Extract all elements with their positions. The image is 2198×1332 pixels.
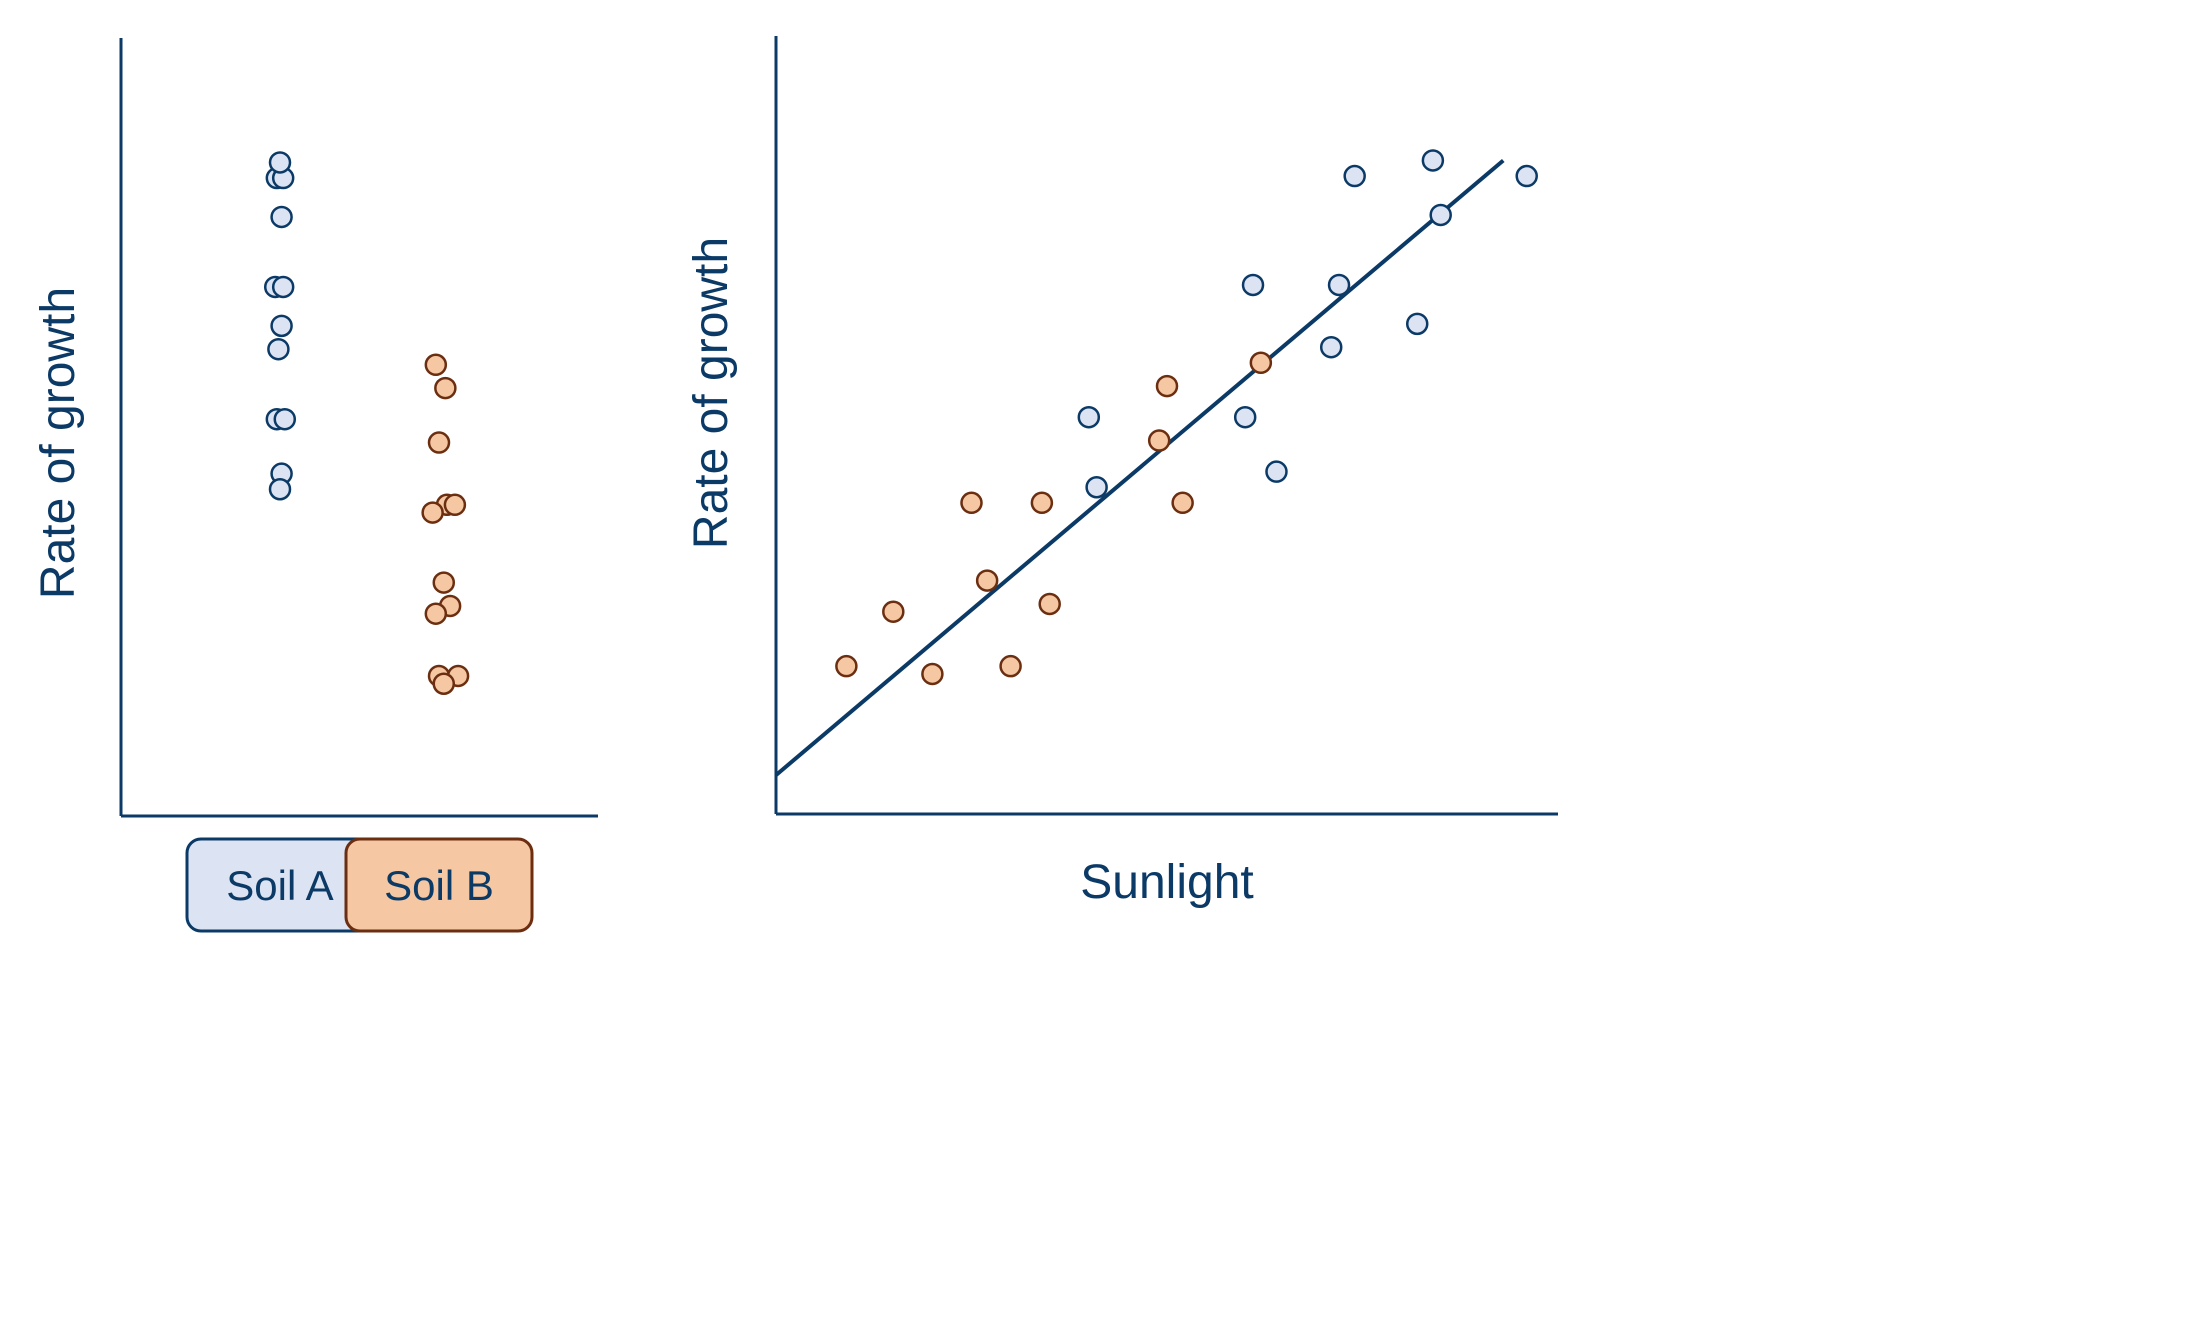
point-soil-a	[1241, 273, 1265, 297]
category-label: Soil B	[384, 862, 494, 909]
category-box-bg	[344, 837, 534, 933]
point-soil-a	[1077, 405, 1101, 429]
soil-category-labels: Soil A Soil B	[185, 837, 534, 933]
point-soil-a	[1515, 164, 1538, 188]
point-soil-b	[421, 501, 444, 524]
point-soil-b	[835, 654, 858, 678]
soil-comparison-plot: Rate of growth Soil A Soil B	[32, 38, 598, 933]
point-soil-a	[268, 151, 292, 174]
point-soil-b	[1171, 491, 1194, 515]
point-soil-b	[432, 571, 456, 594]
chart-figure: Rate of growth Soil A Soil B Rate of grow…	[32, 36, 1558, 933]
point-soil-a	[1343, 164, 1366, 188]
point-soil-a	[271, 275, 295, 299]
category-box-soil-a: Soil A	[185, 837, 375, 933]
point-soil-a	[1327, 273, 1351, 297]
point-soil-b	[960, 491, 983, 515]
right-points	[835, 149, 1538, 686]
point-soil-a	[268, 477, 292, 501]
point-soil-a	[267, 337, 290, 361]
point-soil-b	[1038, 592, 1061, 616]
point-soil-b	[424, 602, 448, 625]
point-soil-b	[424, 353, 448, 377]
point-soil-a	[270, 205, 293, 229]
trendline	[774, 158, 1505, 777]
point-soil-a	[1405, 312, 1429, 336]
sunlight-scatter-plot: Rate of growth Sunlight	[685, 36, 1558, 909]
left-y-axis-label: Rate of growth	[32, 287, 85, 599]
point-soil-a	[273, 407, 297, 431]
point-soil-a	[270, 314, 293, 338]
point-soil-b	[1030, 491, 1054, 515]
point-soil-a	[1421, 149, 1445, 172]
point-soil-b	[1155, 374, 1179, 398]
right-x-axis-label: Sunlight	[1080, 856, 1253, 909]
point-soil-a	[1265, 460, 1288, 483]
point-soil-b	[921, 662, 944, 686]
point-soil-a	[1319, 335, 1343, 359]
point-soil-b	[999, 654, 1022, 678]
category-box-soil-b: Soil B	[344, 837, 534, 933]
point-soil-b	[432, 672, 456, 695]
point-soil-b	[975, 569, 999, 592]
right-y-axis-label: Rate of growth	[685, 237, 738, 549]
left-points	[263, 151, 470, 695]
point-soil-b	[443, 493, 467, 517]
point-soil-a	[1085, 475, 1108, 499]
point-soil-b	[434, 376, 457, 400]
chart-canvas: Rate of growth Soil A Soil B Rate of grow…	[32, 36, 1558, 933]
point-soil-b	[882, 600, 905, 623]
point-soil-b	[427, 431, 451, 454]
point-soil-a	[1233, 405, 1257, 429]
category-label: Soil A	[226, 862, 333, 909]
point-soil-a	[1429, 203, 1452, 227]
point-soil-b	[1147, 429, 1171, 452]
point-soil-b	[1249, 351, 1273, 375]
